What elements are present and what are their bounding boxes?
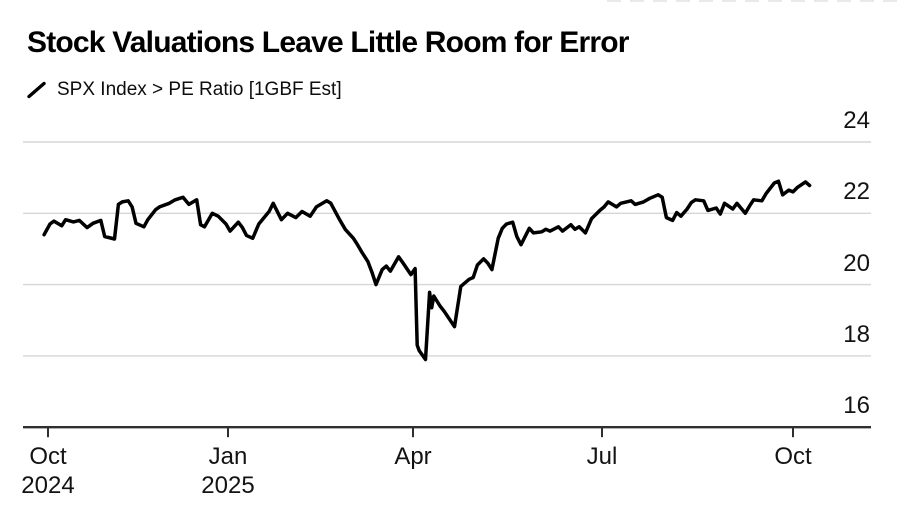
top-crop-artifact bbox=[607, 0, 900, 2]
x-tick-label-month-Apr: Apr bbox=[394, 443, 432, 470]
x-tick-label-year-2024: 2024 bbox=[21, 472, 75, 499]
x-tick-label-year-2025: 2025 bbox=[201, 472, 255, 499]
y-tick-label-20: 20 bbox=[843, 250, 870, 277]
x-tick-label-month-Oct: Oct bbox=[774, 443, 812, 470]
y-tick-label-24: 24 bbox=[843, 107, 870, 134]
page-title: Stock Valuations Leave Little Room for E… bbox=[27, 26, 629, 59]
y-tick-label-16: 16 bbox=[843, 392, 870, 419]
x-tick-label-month-Jul: Jul bbox=[586, 443, 618, 470]
legend-label: SPX Index > PE Ratio [1GBF Est] bbox=[57, 79, 342, 100]
diagonal-line-series-icon bbox=[26, 79, 48, 101]
y-tick-label-22: 22 bbox=[843, 178, 870, 205]
chart-legend: SPX Index > PE Ratio [1GBF Est] bbox=[26, 78, 342, 102]
series-line-spx-pe bbox=[42, 179, 812, 362]
x-tick-label-month-Oct: Oct bbox=[29, 443, 67, 470]
x-tick-label-month-Jan: Jan bbox=[208, 443, 248, 470]
y-tick-label-18: 18 bbox=[843, 321, 870, 348]
